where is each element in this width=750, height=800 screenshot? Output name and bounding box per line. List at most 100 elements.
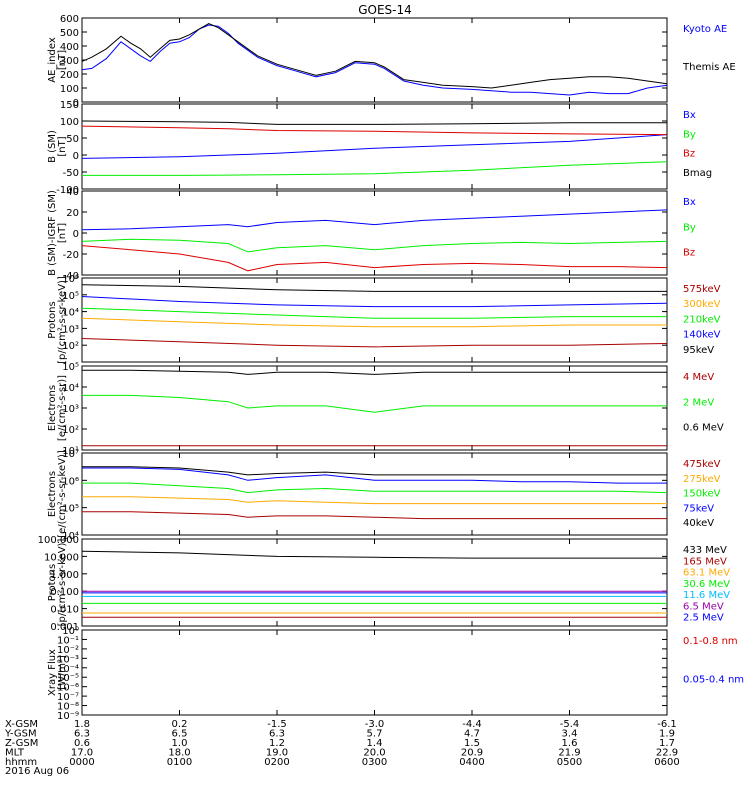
y-axis-label: [W/m²] (57, 655, 68, 690)
y-axis-label: Protons (47, 301, 58, 338)
legend-label: Bz (683, 149, 695, 160)
legend-label: Bz (683, 248, 695, 259)
series-line-bx (81, 209, 668, 231)
panel-frame (81, 365, 668, 451)
series-line-kyoto-ae (81, 24, 668, 96)
y-tick-label: 10⁷ (62, 449, 79, 460)
ephemeris-row-label: Z-GSM (5, 738, 38, 749)
legend-label: 433 MeV (683, 545, 727, 556)
series-line-150kev (82, 482, 668, 494)
ephemeris-value: 22.9 (656, 748, 678, 759)
legend-label: 0.6 MeV (683, 423, 724, 434)
y-axis-label: Electrons (47, 471, 58, 517)
legend-label: 63.1 MeV (683, 568, 730, 579)
y-tick-label: 10⁻² (57, 645, 79, 656)
y-tick-label: 300 (60, 56, 79, 67)
panel-frame (81, 452, 668, 536)
y-tick-label: 10⁻⁹ (57, 711, 79, 722)
legend-label: Bmag (683, 168, 712, 179)
ephemeris-value: 18.0 (168, 748, 190, 759)
y-tick-label: 10⁵ (62, 504, 79, 515)
ephemeris-value: 4.7 (464, 729, 480, 740)
legend-label: 475keV (683, 459, 721, 470)
panel-3: -40 -20 0 20 40 B (SM)-IGRF (SM) [nT] Bx By Bz (47, 187, 696, 282)
y-tick-label: 0.100 (50, 587, 79, 598)
y-tick-label: 600 (60, 14, 79, 25)
series-line-themis-ae (81, 23, 668, 89)
ephemeris-value: 19.0 (266, 748, 288, 759)
panel-frame (81, 17, 668, 103)
legend-label: 6.5 MeV (683, 601, 724, 612)
y-tick-label: 0 (73, 229, 79, 240)
y-tick-label: 10⁻¹ (57, 635, 79, 646)
ephemeris-value: 1.8 (74, 719, 90, 730)
ephemeris-value: 3.4 (562, 729, 578, 740)
legend-label: 275keV (683, 474, 721, 485)
ephemeris-value: 1.7 (659, 738, 675, 749)
legend-label: 75keV (683, 503, 714, 514)
y-axis-label: B (SM)-IGRF (SM) (47, 190, 58, 276)
ephemeris-value: 1.6 (562, 738, 578, 749)
legend-label: Bx (683, 197, 696, 208)
ephemeris-value: 5.7 (367, 729, 383, 740)
ephemeris-value: 20.9 (461, 748, 483, 759)
legend-label: 210keV (683, 314, 721, 325)
y-tick-label: 1.000 (50, 570, 79, 581)
y-tick-label: 0 (73, 98, 79, 109)
y-tick-label: 10² (62, 425, 79, 436)
y-tick-label: -100 (56, 185, 79, 196)
panel-4: 10² 10³ 10⁴ 10⁵ 10⁶ Protons [p/(cm²-s-sr-keV)]… (47, 274, 721, 364)
legend-label: 4 MeV (683, 372, 714, 383)
y-tick-label: 200 (60, 70, 79, 81)
ephemeris-value: 17.0 (71, 748, 93, 759)
series-line-bx (81, 134, 668, 159)
legend-label: 95keV (683, 345, 714, 356)
y-tick-label: 10³ (62, 324, 79, 335)
y-axis-label: [nT] (57, 50, 68, 70)
y-tick-label: 0.001 (50, 622, 79, 633)
y-tick-label: 10⁻⁴ (57, 664, 79, 675)
y-tick-label: 10⁴ (62, 308, 79, 319)
panel-2: -100 -50 0 50 100 150 B (SM) [nT] Bx By Bz Bmag (47, 100, 712, 196)
ephemeris-value: 21.9 (558, 748, 580, 759)
ephemeris-value: 6.3 (74, 729, 90, 740)
y-tick-label: -20 (63, 250, 79, 261)
ephemeris-value: 1.9 (659, 729, 675, 740)
y-axis-label: [nT] (57, 223, 68, 243)
ephemeris-row-label: X-GSM (5, 719, 38, 730)
y-tick-label: 10⁵ (62, 362, 79, 373)
y-axis-label: [e/(cm²-s-sr-keV)] (57, 450, 68, 538)
series-line-300kev (81, 317, 667, 328)
y-axis-label: [e/(cm²-s-sr)] (57, 375, 68, 441)
panel-frame (81, 277, 668, 363)
y-tick-label: 10² (62, 341, 79, 352)
series-line-95kev (81, 284, 667, 292)
series-line-0-6-mev (82, 369, 667, 375)
ephemeris-value: -6.1 (657, 719, 677, 730)
y-tick-label: 10³ (62, 404, 79, 415)
ephemeris-row-label: MLT (5, 748, 25, 759)
legend-label: By (683, 129, 696, 140)
legend-label: Themis AE (682, 62, 736, 73)
panel-frame (81, 629, 668, 716)
ephemeris-value: 0200 (264, 757, 289, 768)
ephemeris-value: 1.0 (172, 738, 188, 749)
y-tick-label: 40 (66, 187, 79, 198)
ephemeris-value: 1.2 (269, 738, 285, 749)
y-tick-label: 10⁶ (62, 476, 79, 487)
ephemeris-value: 0400 (459, 757, 484, 768)
ephemeris-value: -1.5 (267, 719, 287, 730)
ephemeris-value: 6.3 (269, 729, 285, 740)
series-line-by (82, 161, 668, 176)
panel-7: 0.001 0.010 0.100 1.000 10.000 100.000 Protons… (38, 535, 731, 633)
ephemeris-value: 0.2 (172, 719, 188, 730)
legend-label: 30.6 MeV (683, 579, 730, 590)
y-axis-label: [nT] (57, 136, 68, 156)
panel-frame (81, 190, 668, 276)
legend-label: 2 MeV (683, 397, 714, 408)
y-tick-label: 10⁻⁵ (57, 673, 79, 684)
legend-label: 40keV (683, 518, 714, 529)
legend-label: 2.5 MeV (683, 613, 724, 624)
